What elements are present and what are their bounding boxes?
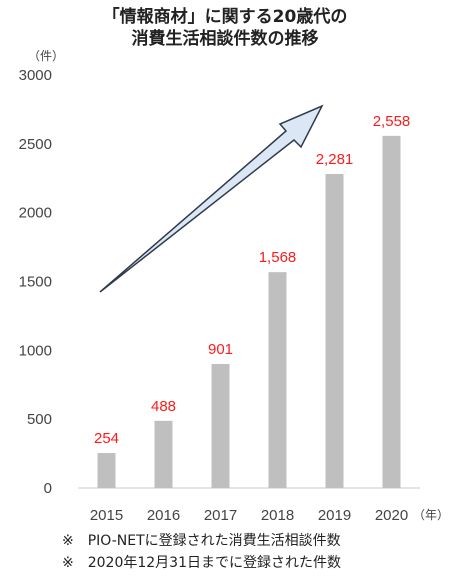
x-tick-label: 2015 xyxy=(90,507,123,524)
footnote-line-2: ※ 2020年12月31日までに登録された件数 xyxy=(62,555,341,571)
data-label-2015: 254 xyxy=(94,430,119,447)
bar-2018 xyxy=(268,272,287,488)
footnote-line-1: ※ PIO-NETに登録された消費生活相談件数 xyxy=(62,533,341,549)
y-axis-ticks: 0 500 1000 1500 2000 2500 3000 xyxy=(19,67,52,497)
trend-arrow-icon xyxy=(99,104,324,293)
y-tick-label: 500 xyxy=(27,411,52,428)
data-label-2017: 901 xyxy=(208,341,233,358)
bar-2016 xyxy=(154,420,173,488)
chart-title-line-1: 「情報商材」に関する20歳代の xyxy=(103,6,348,27)
y-axis-unit: （件） xyxy=(28,49,64,63)
chart-title-line-2: 消費生活相談件数の推移 xyxy=(132,28,319,49)
y-tick-label: 1000 xyxy=(19,342,52,359)
y-tick-label: 2500 xyxy=(19,136,52,153)
x-tick-label: 2018 xyxy=(261,507,294,524)
y-tick-label: 1500 xyxy=(19,274,52,291)
x-tick-label: 2016 xyxy=(147,507,180,524)
bar-2015 xyxy=(97,453,116,488)
data-label-2016: 488 xyxy=(151,398,176,415)
y-tick-label: 0 xyxy=(44,480,52,497)
x-axis-ticks: 2015 2016 2017 2018 2019 2020 xyxy=(90,507,408,524)
bar-2019 xyxy=(325,173,344,488)
y-tick-label: 3000 xyxy=(19,67,52,84)
bars-group: 254 488 901 1,568 2,281 2,558 xyxy=(94,113,410,488)
x-tick-label: 2020 xyxy=(375,507,408,524)
x-tick-label: 2017 xyxy=(204,507,237,524)
bar-2020 xyxy=(382,135,401,488)
data-label-2018: 1,568 xyxy=(259,249,297,266)
data-label-2020: 2,558 xyxy=(373,113,411,130)
x-tick-label: 2019 xyxy=(318,507,351,524)
data-label-2019: 2,281 xyxy=(316,151,354,168)
y-tick-label: 2000 xyxy=(19,205,52,222)
x-axis-unit: （年） xyxy=(413,508,449,522)
bar-2017 xyxy=(211,363,230,488)
